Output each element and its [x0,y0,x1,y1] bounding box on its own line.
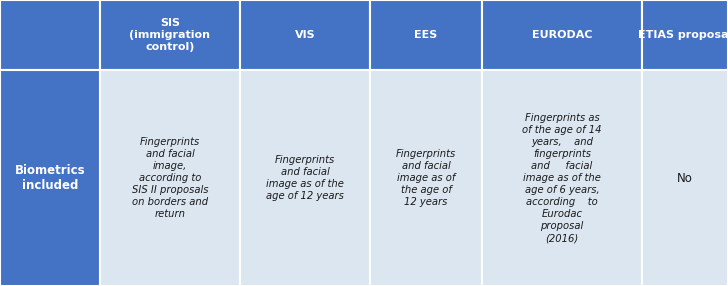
Bar [100,0,240,70]
Bar [0,0,100,70]
Bar [482,0,642,70]
Text: Fingerprints
and facial
image as of the
age of 12 years: Fingerprints and facial image as of the … [266,155,344,201]
Bar [240,70,370,286]
Text: EES: EES [414,30,438,40]
Bar [482,70,642,286]
Bar [642,70,728,286]
Bar [642,0,728,70]
Text: Biometrics
included: Biometrics included [15,164,85,192]
Text: Fingerprints
and facial
image as of
the age of
12 years: Fingerprints and facial image as of the … [396,149,456,207]
Text: ETIAS proposal: ETIAS proposal [638,30,728,40]
Bar [240,0,370,70]
Bar [370,0,482,70]
Bar [100,70,240,286]
Text: EURODAC: EURODAC [531,30,593,40]
Text: VIS: VIS [295,30,315,40]
Text: No: No [677,172,693,184]
Text: Fingerprints as
of the age of 14
years,    and
fingerprints
and     facial
image: Fingerprints as of the age of 14 years, … [522,113,602,243]
Bar [0,70,100,286]
Text: Fingerprints
and facial
image,
according to
SIS II proposals
on borders and
retu: Fingerprints and facial image, according… [132,137,208,219]
Text: SIS
(immigration
control): SIS (immigration control) [130,18,210,52]
Bar [370,70,482,286]
